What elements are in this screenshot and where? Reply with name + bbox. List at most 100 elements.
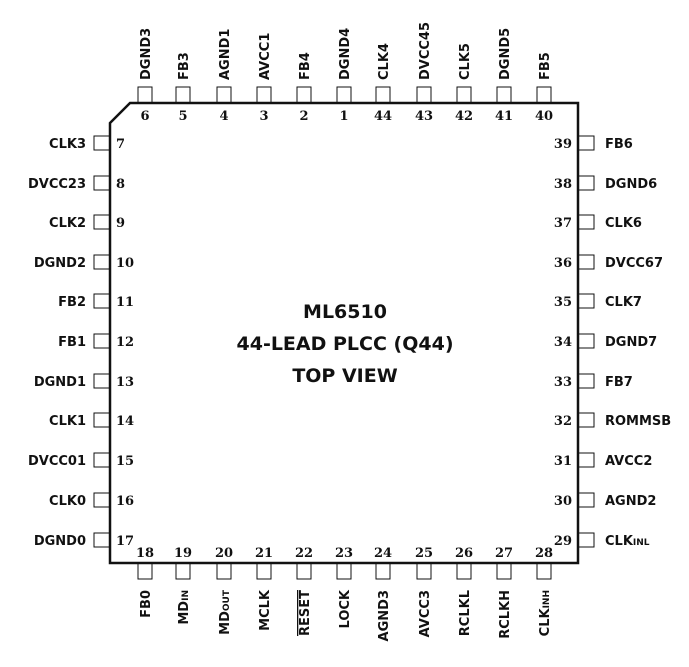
pin-pad	[577, 412, 595, 428]
pin-number: 31	[554, 454, 572, 469]
pin-pad	[93, 452, 111, 468]
pin-number: 9	[116, 216, 125, 231]
pin-number: 16	[116, 494, 134, 509]
pin-label: CLKINL	[605, 534, 650, 549]
pin-pad	[93, 373, 111, 389]
pin-number: 25	[415, 546, 433, 561]
pin-label: CLK1	[49, 414, 86, 429]
pin-label: AGND1	[218, 29, 233, 80]
pin-pad	[93, 214, 111, 230]
pin-pad	[577, 293, 595, 309]
pin-pad	[536, 562, 552, 580]
pin-pad	[216, 86, 232, 104]
pin-pad	[93, 135, 111, 151]
pin-label: CLKINH	[538, 590, 553, 636]
pin-pad	[93, 412, 111, 428]
pin-number: 36	[554, 256, 572, 271]
pin-pad	[577, 492, 595, 508]
pin-number: 10	[116, 256, 134, 271]
chip-package: 44-LEAD PLCC (Q44)	[237, 333, 454, 355]
pin-number: 44	[374, 109, 392, 124]
pin-number: 39	[554, 137, 572, 152]
pin-number: 15	[116, 454, 134, 469]
pin-number: 21	[255, 546, 273, 561]
pin-pad	[456, 562, 472, 580]
pin-number: 13	[116, 375, 134, 390]
pin-number: 27	[495, 546, 513, 561]
pin-pad	[256, 562, 272, 580]
pin-number: 37	[554, 216, 572, 231]
pin-number: 1	[339, 109, 348, 124]
pin-label: DGND2	[34, 256, 86, 271]
pin-pad	[93, 254, 111, 270]
pin-pad	[375, 562, 391, 580]
pin-label: MCLK	[258, 589, 273, 631]
chip-title: ML6510	[303, 301, 387, 323]
pin-pads	[93, 86, 595, 580]
pin-number: 8	[116, 177, 125, 192]
pin-pad	[175, 86, 191, 104]
pin-pad	[577, 532, 595, 548]
pin-number: 23	[335, 546, 353, 561]
pin-label: RESET	[298, 590, 313, 636]
pin-number: 33	[554, 375, 572, 390]
pin-pad	[577, 452, 595, 468]
pin-label: FB7	[605, 375, 633, 390]
pin-pad	[577, 175, 595, 191]
pin-pad	[416, 562, 432, 580]
pin-number: 19	[174, 546, 192, 561]
pin-label: AVCC3	[418, 590, 433, 637]
pin-label: FB5	[538, 52, 553, 80]
pin-pad	[536, 86, 552, 104]
pin-number: 40	[535, 109, 553, 124]
pin-label: CLK6	[605, 216, 642, 231]
pin-label: DVCC67	[605, 256, 663, 271]
pin-number: 32	[554, 414, 572, 429]
pin-label: DGND6	[605, 177, 657, 192]
pin-label: CLK7	[605, 295, 642, 310]
pin-label: FB2	[58, 295, 86, 310]
pin-number: 43	[415, 109, 433, 124]
pin-label: CLK3	[49, 137, 86, 152]
pin-pad	[93, 175, 111, 191]
pin-pad	[296, 562, 312, 580]
pin-number: 28	[535, 546, 553, 561]
pin-number: 2	[299, 109, 308, 124]
pin-pad	[93, 532, 111, 548]
pin-number: 30	[554, 494, 572, 509]
pin-pad	[375, 86, 391, 104]
pin-pad	[416, 86, 432, 104]
pin-label: ROMMSB	[605, 414, 671, 429]
pin-label: DGND4	[338, 28, 353, 80]
pin-pad	[216, 562, 232, 580]
pin-number: 41	[495, 109, 513, 124]
pin-label: AGND2	[605, 494, 656, 509]
pin-label: LOCK	[338, 589, 353, 628]
pin-label: DVCC23	[28, 177, 86, 192]
pin-pad	[496, 86, 512, 104]
pin-label: FB3	[177, 52, 192, 80]
pin-pad	[137, 562, 153, 580]
pin-label: AGND3	[377, 590, 392, 641]
pin-number: 24	[374, 546, 392, 561]
pin-label: FB4	[298, 52, 313, 80]
pin-pad	[296, 86, 312, 104]
pin-number: 38	[554, 177, 572, 192]
pin-number: 18	[136, 546, 154, 561]
pin-label: DGND1	[34, 375, 86, 390]
pin-label: DGND0	[34, 534, 86, 549]
pin-number: 17	[116, 534, 134, 549]
pin-number: 34	[554, 335, 572, 350]
pin-label: DVCC01	[28, 454, 86, 469]
pin-number: 14	[116, 414, 134, 429]
pin-label: RCLKL	[458, 590, 473, 636]
pin-pad	[577, 214, 595, 230]
pin-number: 20	[215, 546, 233, 561]
pin-pad	[137, 86, 153, 104]
chip-body	[108, 101, 580, 565]
pin-pad	[456, 86, 472, 104]
pin-label: DGND3	[139, 28, 154, 80]
pin-label: RCLKH	[498, 590, 513, 639]
